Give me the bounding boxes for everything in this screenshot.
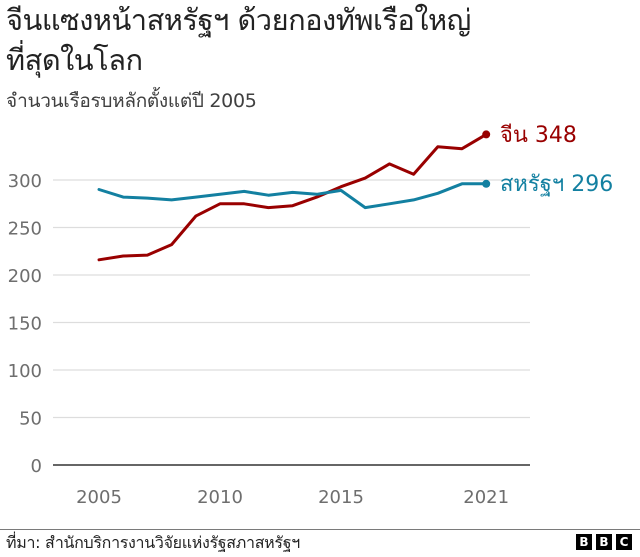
y-axis-ticks: 0 50 100 150 200 250 300 bbox=[8, 171, 42, 477]
series-end-label: จีน 348 bbox=[500, 123, 577, 148]
y-tick-label: 150 bbox=[8, 314, 42, 335]
title-line-2: ที่สุดในโลก bbox=[6, 43, 143, 77]
source-note: ที่มา: สำนักบริการงานวิจัยแห่งรัฐสภาสหรั… bbox=[6, 533, 300, 552]
line-chart: 0 50 100 150 200 250 300 2005 2010 2015 2021 จีน … bbox=[8, 123, 614, 508]
x-tick-label: 2015 bbox=[318, 487, 364, 508]
title-line-1: จีนแซงหน้าสหรัฐฯ ด้วยกองทัพเรือใหญ่ bbox=[6, 3, 471, 37]
gridlines bbox=[53, 179, 530, 466]
y-tick-label: 250 bbox=[8, 219, 42, 240]
x-tick-label: 2021 bbox=[463, 487, 509, 508]
footer-divider bbox=[0, 529, 640, 530]
x-axis-ticks: 2005 2010 2015 2021 bbox=[76, 487, 509, 508]
y-tick-label: 50 bbox=[19, 409, 42, 430]
chart-subtitle: จำนวนเรือรบหลักตั้งแต่ปี 2005 bbox=[6, 90, 257, 112]
bbc-logo-letter: C bbox=[616, 534, 632, 550]
x-tick-label: 2005 bbox=[76, 487, 122, 508]
bbc-logo-letter: B bbox=[576, 534, 592, 550]
end-point-marker bbox=[482, 179, 491, 188]
x-tick-label: 2010 bbox=[197, 487, 243, 508]
end-point-marker bbox=[482, 130, 491, 139]
series-line bbox=[97, 182, 488, 210]
series-end-labels: จีน 348 สหรัฐฯ 296 bbox=[500, 123, 613, 197]
bbc-logo-letter: B bbox=[596, 534, 612, 550]
y-tick-label: 200 bbox=[8, 266, 42, 287]
series-lines bbox=[97, 130, 491, 262]
y-tick-label: 100 bbox=[8, 361, 42, 382]
series-line bbox=[97, 132, 488, 262]
series-end-label: สหรัฐฯ 296 bbox=[500, 172, 613, 197]
bbc-logo: B B C bbox=[576, 534, 632, 550]
chart-title: จีนแซงหน้าสหรัฐฯ ด้วยกองทัพเรือใหญ่ ที่ส… bbox=[6, 0, 471, 80]
y-tick-label: 0 bbox=[31, 456, 42, 477]
y-tick-label: 300 bbox=[8, 171, 42, 192]
